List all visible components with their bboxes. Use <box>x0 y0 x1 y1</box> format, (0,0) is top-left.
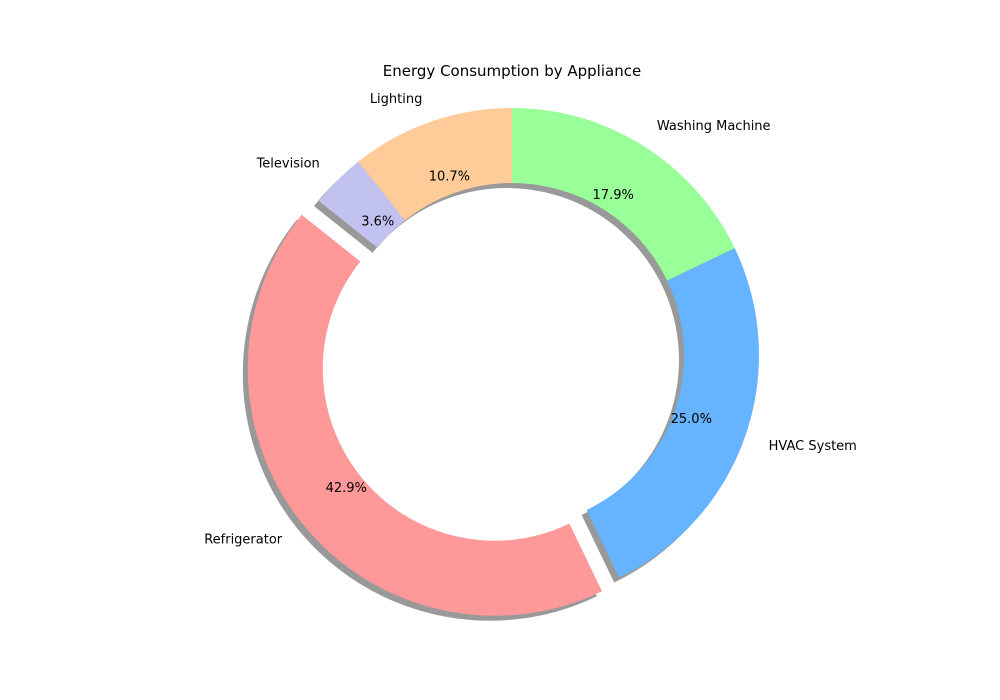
slice-label-lighting: Lighting <box>370 92 423 107</box>
slice-layer <box>247 108 760 616</box>
slice-refrigerator <box>247 214 602 616</box>
slice-washing-machine <box>512 108 735 281</box>
slice-label-washing-machine: Washing Machine <box>657 119 771 134</box>
slice-television <box>318 161 405 248</box>
slice-label-refrigerator: Refrigerator <box>204 532 283 547</box>
slice-label-television: Television <box>256 157 320 172</box>
pct-label-lighting: 10.7% <box>429 170 470 185</box>
pct-label-hvac-system: 25.0% <box>671 412 712 427</box>
slice-lighting <box>358 108 512 221</box>
label-layer: 17.9% Washing Machine 25.0% HVAC System 42.9… <box>204 92 857 547</box>
slice-label-hvac-system: HVAC System <box>769 439 857 454</box>
pct-label-washing-machine: 17.9% <box>593 188 634 203</box>
chart-title: Energy Consumption by Appliance <box>383 62 641 80</box>
pct-label-refrigerator: 42.9% <box>326 481 367 496</box>
slice-hvac-system <box>586 248 760 578</box>
pct-label-television: 3.6% <box>361 215 394 230</box>
